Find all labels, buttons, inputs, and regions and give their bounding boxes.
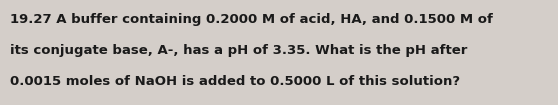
Text: its conjugate base, A-, has a pH of 3.35. What is the pH after: its conjugate base, A-, has a pH of 3.35… [10, 44, 468, 57]
Text: 0.0015 moles of NaOH is added to 0.5000 L of this solution?: 0.0015 moles of NaOH is added to 0.5000 … [10, 75, 460, 88]
Text: 19.27 A buffer containing 0.2000 M of acid, HA, and 0.1500 M of: 19.27 A buffer containing 0.2000 M of ac… [10, 13, 493, 26]
